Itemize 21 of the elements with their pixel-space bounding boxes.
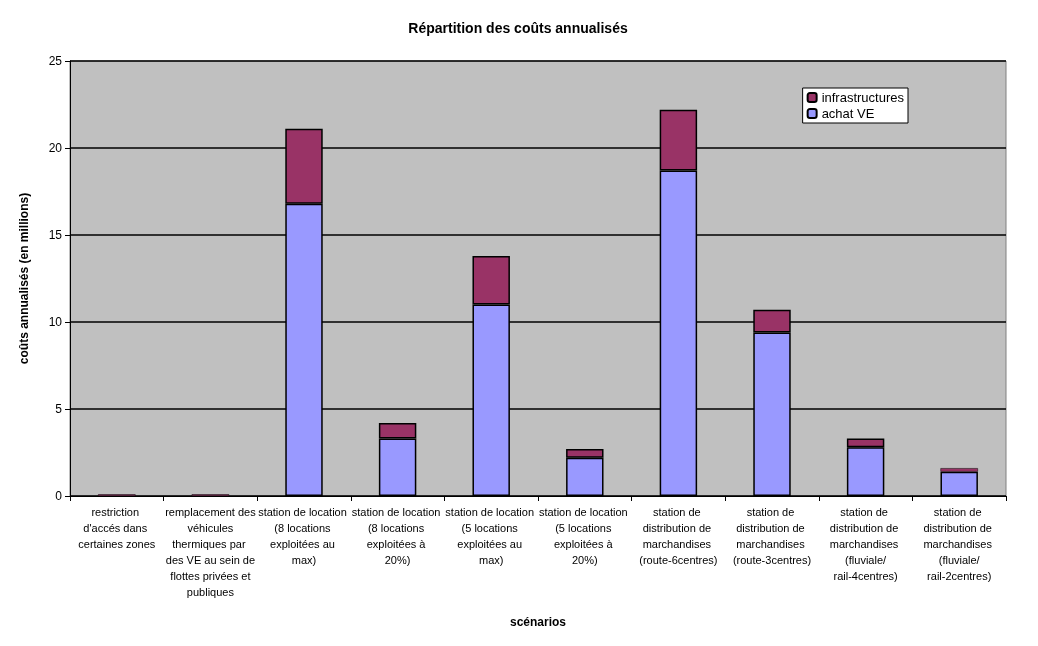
y-tick-label: 5: [55, 402, 63, 416]
x-tick-label: station de location (8 locations exploitées à 20%): [351, 506, 444, 566]
x-tick-label: station de location (5 locations exploitées au max): [445, 506, 538, 566]
x-tick-label: station de distribution de marchandises (fluviale/rail-2centres): [923, 506, 995, 582]
x-tick-label: station de distribution de marchandises (fluviale/rail-4centres): [829, 506, 902, 582]
x-tick-label: station de distribution de marchandises (route-6centres): [639, 506, 718, 566]
x-tick-label: remplacement des véhicules thermiques par des VE au sein de flottes privées et publiques: [165, 506, 257, 598]
x-tick-label: station de location (5 locations exploitées à 20%): [538, 506, 631, 566]
x-tick-label: station de location (8 locations exploitées au max): [258, 506, 350, 566]
y-axis-title: coûts annualisés (en millions): [17, 192, 31, 365]
y-tick-label: 10: [48, 315, 63, 329]
y-tick-label: 20: [48, 141, 63, 155]
y-tick-label: 15: [48, 228, 63, 242]
y-tick-label: 25: [48, 54, 63, 68]
chart-title: Répartition des coûts annualisés: [408, 20, 628, 36]
x-axis-title: scénarios: [509, 615, 567, 629]
x-tick-label: station de distribution de marchandises (route-3centres): [732, 506, 812, 566]
y-tick-label: 0: [55, 489, 63, 503]
legend-label: infrastructures: [821, 90, 905, 105]
x-tick-label: restriction d'accés dans certaines zones: [78, 506, 156, 550]
legend-label: achat VE: [821, 106, 875, 121]
